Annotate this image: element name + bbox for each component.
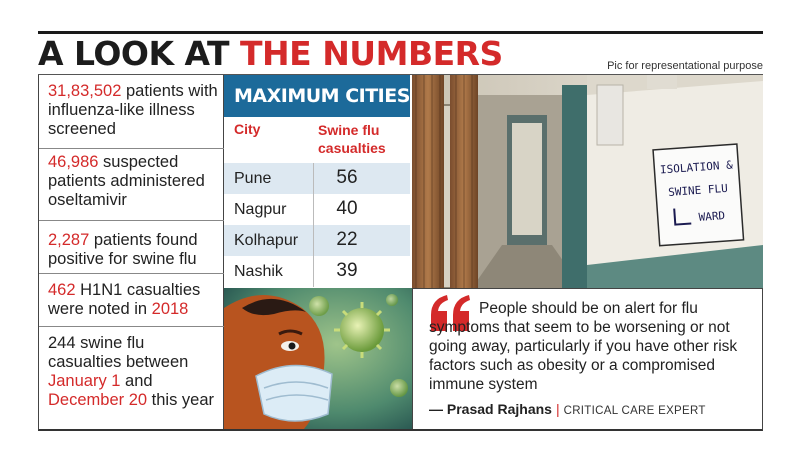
expert-role: CRITICAL CARE EXPERT [563, 405, 706, 417]
stat-suspected: 46,986 suspected patients administered o… [48, 153, 220, 210]
stat-text: suspected patients administered oseltami… [48, 153, 205, 209]
quote-text: People should be on alert for flu sympto… [429, 300, 738, 393]
expert-quote: People should be on alert for flu sympto… [412, 288, 763, 429]
headline-dark: A LOOK AT [38, 34, 241, 73]
stat-casualties-this-year: 244 swine flu casualties between January… [48, 334, 220, 410]
max-cities-table: MAXIMUM CITIES City Swine flu casualties … [224, 75, 410, 288]
table-row: Nashik 39 [224, 256, 410, 287]
stat-number: 2,287 [48, 231, 90, 249]
top-rule [38, 31, 763, 34]
virus-icon [334, 302, 390, 358]
stat-divider [39, 220, 224, 221]
arrow-left-icon [673, 208, 692, 226]
row-value: 39 [336, 260, 358, 281]
row-value: 40 [336, 198, 358, 219]
stat-text: 244 swine flu casualties between [48, 334, 189, 371]
attribution-separator: | [555, 401, 560, 417]
quote-attribution: — Prasad Rajhans | CRITICAL CARE EXPERT [429, 401, 706, 417]
stat-text: and [120, 372, 153, 390]
infographic-frame: 31,83,502 patients with influenza-like i… [38, 75, 763, 431]
stat-end-date: December 20 [48, 391, 148, 409]
isolation-ward-photo: ISOLATION & SWINE FLU WARD [412, 75, 763, 288]
stat-number: 46,986 [48, 153, 99, 171]
column-separator [313, 256, 314, 287]
stat-number: 31,83,502 [48, 82, 122, 100]
column-separator [313, 225, 314, 256]
ward-sign-line2: SWINE FLU [668, 182, 728, 199]
headline-red: THE NUMBERS [240, 34, 503, 73]
table-row: Kolhapur 22 [224, 225, 410, 256]
stat-divider [39, 273, 224, 274]
stat-number: 462 [48, 281, 76, 299]
table-title: MAXIMUM CITIES [224, 75, 410, 117]
row-city: Nagpur [234, 201, 287, 218]
table-row: Pune 56 [224, 163, 410, 194]
headline: A LOOK AT THE NUMBERS [38, 36, 503, 72]
attribution-dash: — [429, 401, 447, 417]
table-row: Nagpur 40 [224, 194, 410, 225]
ward-illustration: ISOLATION & SWINE FLU WARD [412, 75, 763, 288]
stat-text: patients found positive for swine flu [48, 231, 198, 268]
stat-divider [39, 326, 224, 327]
ward-sign-line1: ISOLATION & [660, 158, 734, 176]
quote-mark-icon [431, 295, 470, 331]
stat-casualties-2018: 462 H1N1 casualties were noted in 2018 [48, 281, 220, 319]
row-value: 56 [336, 167, 358, 188]
expert-name: Prasad Rajhans [446, 401, 552, 417]
column-header-line: Swine flu [318, 122, 380, 138]
stat-year: 2018 [151, 300, 189, 318]
column-header-line: casualties [318, 140, 386, 156]
photo-credit: Pic for representational purpose [607, 60, 763, 72]
stat-start-date: January 1 [48, 372, 121, 390]
column-separator [313, 163, 314, 194]
headline-underline [38, 74, 763, 75]
row-value: 22 [336, 229, 358, 250]
column-header-city: City [234, 121, 261, 137]
ward-sign-line3: WARD [698, 209, 725, 224]
virus-illustration [224, 288, 412, 429]
stat-text: this year [147, 391, 215, 409]
row-city: Pune [234, 170, 272, 187]
stats-column: 31,83,502 patients with influenza-like i… [39, 75, 224, 429]
stat-text: H1N1 casualties were noted in [48, 281, 201, 318]
virus-photo [224, 288, 412, 429]
row-city: Nashik [234, 263, 283, 280]
column-header-casualties: Swine flu casualties [318, 121, 386, 157]
row-city: Kolhapur [234, 232, 299, 249]
stat-divider [39, 148, 224, 149]
stat-positive: 2,287 patients found positive for swine … [48, 231, 220, 269]
stat-text: patients with influenza-like illness scr… [48, 82, 218, 138]
column-separator [313, 194, 314, 225]
stat-screened: 31,83,502 patients with influenza-like i… [48, 82, 220, 139]
